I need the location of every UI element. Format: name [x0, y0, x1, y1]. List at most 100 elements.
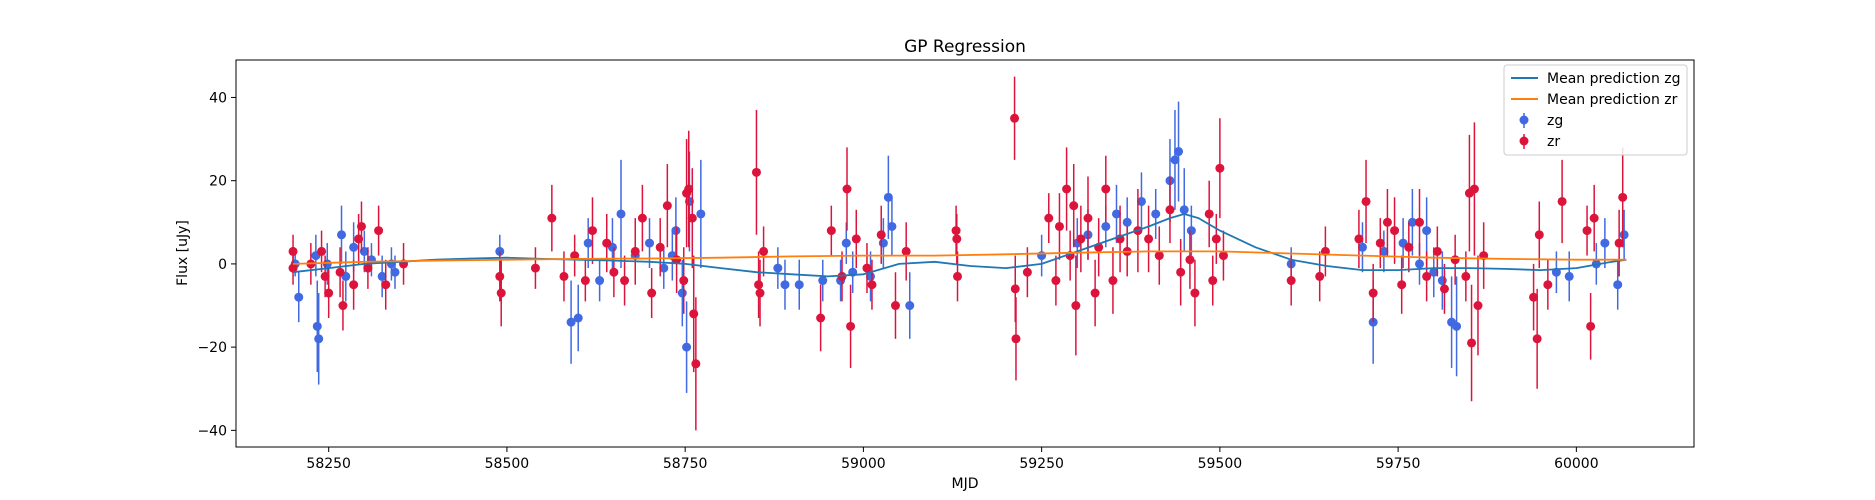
data-point-zr [1010, 284, 1020, 294]
data-point-zg [312, 321, 322, 331]
data-point-zr [1461, 271, 1471, 281]
data-point-zg [1429, 267, 1439, 277]
data-point-zg [1170, 155, 1180, 165]
legend-label-zr: zr [1547, 134, 1560, 150]
mean-line-zr [292, 250, 1627, 265]
data-point-zr [1397, 280, 1407, 290]
data-point-zr [1467, 338, 1477, 348]
data-point-zg [696, 209, 706, 219]
data-point-zr [1101, 184, 1111, 194]
legend-swatch-zr [1519, 134, 1529, 149]
data-point-zr [862, 263, 872, 273]
data-point-zr [1204, 209, 1214, 219]
x-tick-label: 59250 [1019, 456, 1064, 472]
series-zg-points [290, 101, 1629, 393]
data-point-zg [1437, 276, 1447, 286]
data-point-zg [349, 242, 359, 252]
data-point-zg [377, 271, 387, 281]
data-point-zr [687, 213, 697, 223]
data-point-zg [1112, 209, 1122, 219]
data-point-zr [691, 359, 701, 369]
data-point-zg [1613, 280, 1623, 290]
data-point-zr [1382, 217, 1392, 227]
data-point-zr [1054, 221, 1064, 231]
data-point-zg [1179, 205, 1189, 215]
data-point-zr [620, 276, 630, 286]
data-point-zg [1122, 217, 1132, 227]
data-point-zr [338, 301, 348, 311]
data-point-zr [317, 246, 327, 256]
data-point-zr [1614, 238, 1624, 248]
data-point-zr [1211, 234, 1221, 244]
data-point-zg [616, 209, 626, 219]
data-point-zr [1069, 201, 1079, 211]
data-point-zg [294, 292, 304, 302]
data-point-zr [1589, 213, 1599, 223]
data-point-zr [1083, 213, 1093, 223]
x-axis-label: MJD [952, 476, 979, 492]
data-point-zg [818, 276, 828, 286]
data-point-zg [1151, 209, 1161, 219]
data-point-zr [1415, 217, 1425, 227]
data-point-zr [1022, 267, 1032, 277]
data-point-zr [751, 167, 761, 177]
data-point-zg [1619, 230, 1629, 240]
data-point-zg [1136, 196, 1146, 206]
data-point-zg [682, 342, 692, 352]
data-point-zg [1415, 259, 1425, 269]
data-point-zg [780, 280, 790, 290]
data-point-zr [1165, 205, 1175, 215]
data-point-zg [583, 238, 593, 248]
data-point-zg [390, 267, 400, 277]
data-point-zg [1379, 246, 1389, 256]
data-point-zg [677, 288, 687, 298]
data-point-zr [1469, 184, 1479, 194]
data-point-zg [337, 230, 347, 240]
data-point-zr [826, 226, 836, 236]
data-point-zr [1090, 288, 1100, 298]
data-point-zr [1618, 192, 1628, 202]
chart-title: GP Regression [904, 37, 1026, 57]
data-point-zr [1286, 276, 1296, 286]
data-point-zg [841, 238, 851, 248]
data-point-zr [559, 271, 569, 281]
series-zr-points [288, 76, 1628, 431]
data-point-zr [496, 288, 506, 298]
data-point-zg [1186, 226, 1196, 236]
data-point-zr [759, 246, 769, 256]
y-tick-label: −40 [197, 423, 227, 439]
data-point-zg [866, 271, 876, 281]
data-point-zr [1011, 334, 1021, 344]
data-point-zr [684, 184, 694, 194]
y-tick-label: −20 [197, 340, 227, 356]
data-point-zr [1108, 276, 1118, 286]
data-point-zr [1432, 246, 1442, 256]
data-point-zr [1190, 288, 1200, 298]
data-point-zr [890, 301, 900, 311]
data-point-zr [356, 221, 366, 231]
data-point-zr [1176, 267, 1186, 277]
data-point-zr [580, 276, 590, 286]
data-point-zr [953, 271, 963, 281]
y-tick-label: 20 [209, 174, 227, 190]
data-point-zr [1144, 234, 1154, 244]
data-point-zg [1357, 242, 1367, 252]
data-point-zr [530, 263, 540, 273]
data-point-zr [630, 246, 640, 256]
data-point-zg [1174, 147, 1184, 157]
data-point-zr [1354, 234, 1364, 244]
data-point-zr [288, 263, 298, 273]
data-point-zr [1582, 226, 1592, 236]
mean-line-zg [292, 213, 1627, 278]
data-point-zr [851, 234, 861, 244]
data-point-zr [647, 288, 657, 298]
data-point-zr [1185, 255, 1195, 265]
x-tick-label: 59000 [841, 456, 886, 472]
data-point-zr [335, 267, 345, 277]
data-point-zr [1218, 251, 1228, 261]
data-point-zr [374, 226, 384, 236]
data-point-zr [381, 280, 391, 290]
data-point-zg [1564, 271, 1574, 281]
data-point-zr [1390, 226, 1400, 236]
